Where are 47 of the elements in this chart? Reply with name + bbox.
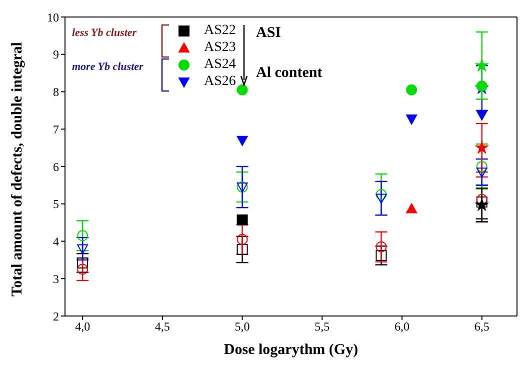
point: [77, 244, 88, 254]
annotation: ASI: [256, 25, 282, 42]
point: [77, 264, 88, 275]
legend-label: AS26: [204, 73, 236, 90]
y-axis-title: Total amount of defects, double integral: [9, 42, 26, 296]
y-tick-label: 9: [53, 48, 59, 62]
y-tick-label: 3: [53, 272, 59, 286]
point: [406, 203, 418, 214]
point: [406, 84, 418, 96]
legend-label: AS22: [204, 22, 236, 39]
annotation: more Yb cluster: [72, 61, 144, 73]
legend-label: AS24: [204, 56, 236, 73]
point: [376, 194, 387, 204]
point: [236, 84, 248, 96]
point: [236, 214, 248, 226]
y-tick-label: 2: [53, 309, 59, 324]
point: [77, 257, 88, 268]
point: [77, 230, 88, 242]
x-axis-title: Dose logarythm (Gy): [224, 342, 358, 358]
y-tick-label: 8: [53, 85, 59, 100]
point: [376, 189, 387, 200]
point: [236, 244, 248, 255]
point: [376, 241, 387, 252]
legend-label: AS23: [204, 39, 236, 56]
point: [476, 161, 488, 172]
x-tick-label: 6,5: [474, 320, 490, 334]
point: [476, 198, 488, 210]
x-tick-label: 6,0: [394, 320, 410, 334]
x-tick-label: 5,5: [314, 320, 330, 334]
y-tick-label: 6: [53, 160, 59, 174]
annotation: less Yb cluster: [72, 27, 137, 39]
y-tick-label: 5: [53, 197, 59, 212]
x-tick-label: 5,0: [234, 320, 250, 334]
point: [376, 250, 387, 261]
point: [406, 114, 418, 125]
point: [236, 136, 248, 146]
annotation: Al content: [256, 65, 322, 82]
point: [476, 141, 488, 154]
x-tick-label: 4,5: [154, 320, 170, 334]
point: [476, 59, 488, 71]
y-tick-label: 7: [53, 122, 59, 136]
x-tick-label: 4,0: [75, 320, 90, 334]
y-tick-label: 4: [53, 234, 59, 249]
y-tick-label: 10: [47, 10, 59, 24]
point: [476, 110, 488, 120]
point: [476, 168, 488, 178]
point: [236, 234, 248, 245]
